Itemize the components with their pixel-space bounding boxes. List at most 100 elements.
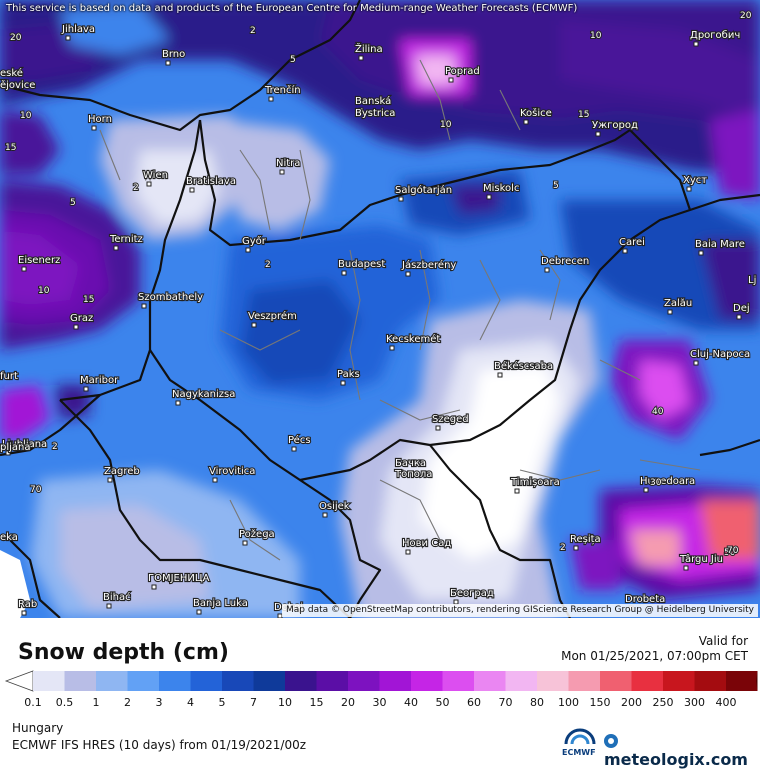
city-marker-icon xyxy=(448,77,454,83)
meteologix-logo[interactable]: meteologix.com xyxy=(604,731,760,769)
contour-value-label: 15 xyxy=(83,295,94,305)
city-label: Zalău xyxy=(664,298,692,309)
city-marker-icon xyxy=(322,512,328,518)
edge-city-label: furt xyxy=(0,371,18,382)
city-bihac: Bihać xyxy=(102,590,132,609)
city-marker-icon xyxy=(514,488,520,494)
map-attribution[interactable]: Map data © OpenStreetMap contributors, r… xyxy=(282,604,758,617)
city-jihlava: Jihlava xyxy=(60,23,96,41)
ecmwf-logo-icon[interactable] xyxy=(562,726,598,756)
scale-tick-label: 50 xyxy=(435,696,450,709)
city-label: Београд xyxy=(450,588,494,599)
city-marker-icon xyxy=(358,55,364,61)
city-nagykanizsa: Nagykanizsa xyxy=(171,388,236,406)
city-marker-icon xyxy=(622,248,628,254)
city-label: Cluj-Napoca xyxy=(690,349,750,360)
city-label: Ternitz xyxy=(109,234,143,245)
scale-tick-label: 30 xyxy=(372,696,387,709)
contour-value-label: 30 xyxy=(650,478,662,488)
city-budapest: Budapest xyxy=(337,258,386,276)
city-marker-icon xyxy=(686,186,692,192)
contour-value-label: 2 xyxy=(250,26,256,36)
city-bratislava: Bratislava xyxy=(185,175,237,193)
contour-value-label: 5 xyxy=(70,198,76,208)
city-label: Brno xyxy=(162,49,185,60)
city-label: Carei xyxy=(619,237,645,248)
city-marker-icon xyxy=(279,169,285,175)
city-kosice: Košice xyxy=(519,106,553,125)
contour-value-label: 10 xyxy=(590,31,602,41)
city-label: Požega xyxy=(239,528,275,540)
city-marker-icon xyxy=(65,35,71,41)
scale-tick-label: 200 xyxy=(621,696,642,709)
city-trencin: Trenčín xyxy=(263,83,302,102)
city-veszprem: Veszprém xyxy=(247,309,298,328)
city-labels: Jihlava Brno Žilina Poprad Дрогобич Trenčín Ba… xyxy=(0,23,757,618)
scale-swatch xyxy=(33,671,65,691)
city-label: Dej xyxy=(733,303,750,314)
city-jaszbereny: Jászberény xyxy=(400,258,458,277)
scale-tick-label: 300 xyxy=(684,696,705,709)
contour-value-label: 40 xyxy=(652,407,664,417)
city-marker-icon xyxy=(83,386,89,392)
city-hunedoara: Hunedoara xyxy=(639,475,696,493)
city-wien: Wien xyxy=(142,169,169,187)
country-borders xyxy=(0,0,760,618)
city-label: Maribor xyxy=(80,375,119,386)
scale-swatch xyxy=(474,671,506,691)
city-label: Veszprém xyxy=(248,310,297,322)
city-label: Timișoara xyxy=(510,477,560,488)
city-label: Nitra xyxy=(276,158,300,169)
model-run-label: ECMWF IFS HRES (10 days) from 01/19/2021… xyxy=(12,738,307,752)
city-ternitz: Ternitz xyxy=(108,233,144,251)
city-pecs: Pécs xyxy=(287,433,312,452)
city-label: Zagreb xyxy=(104,466,140,477)
city-label: Хуст xyxy=(683,175,707,186)
color-scale-bar xyxy=(4,670,758,692)
city-label: Budapest xyxy=(338,259,385,270)
contour-value-label: 2 xyxy=(133,183,139,193)
city-marker-icon xyxy=(21,266,27,272)
city-rab: Rab xyxy=(17,598,38,616)
city-poprad: Poprad xyxy=(444,65,481,83)
contour-value-label: 10 xyxy=(20,111,32,121)
city-carei: Carei xyxy=(618,236,646,254)
city-szombathely: Szombathely xyxy=(137,291,204,309)
city-marker-icon xyxy=(107,477,113,483)
city-label: Ужгород xyxy=(592,120,638,131)
city-marker-icon xyxy=(497,372,503,378)
color-scale-ticks: 0.1 0.5 1 2 3 4 5 7 10 15 20 30 40 50 60 70 80 100 150 200 2… xyxy=(0,696,760,710)
city-marker-icon xyxy=(389,345,395,351)
edge-city-label: eské xyxy=(0,67,23,79)
scale-swatch xyxy=(411,671,443,691)
city-baia-mare: Baia Mare xyxy=(694,238,746,256)
snow-depth-map[interactable]: Jihlava Brno Žilina Poprad Дрогобич Trenčín Ba… xyxy=(0,0,760,618)
contour-value-label: 10 xyxy=(440,120,452,130)
city-eisenerz: Eisenerz xyxy=(17,254,61,272)
scale-tick-label: 7 xyxy=(250,696,257,709)
contour-value-label: 2 xyxy=(52,442,58,452)
city-marker-icon xyxy=(486,194,492,200)
legend-title: Snow depth (cm) xyxy=(18,640,229,665)
city-marker-icon xyxy=(277,613,283,618)
scale-swatch xyxy=(127,671,159,691)
city-marker-icon xyxy=(242,540,248,546)
contour-value-label: 5 xyxy=(553,181,559,191)
contour-value-label: 70 xyxy=(727,546,739,556)
scale-swatch xyxy=(600,671,632,691)
city-marker-icon xyxy=(405,271,411,277)
scale-tick-label: 250 xyxy=(652,696,674,709)
city-marker-icon xyxy=(196,609,202,615)
city-marker-icon xyxy=(175,400,181,406)
scale-swatch xyxy=(96,671,128,691)
contour-value-label: 2 xyxy=(560,543,566,553)
city-label: Kecskemét xyxy=(386,333,440,345)
city-marker-icon xyxy=(358,107,364,113)
city-novi-sad: Нови Сад xyxy=(401,537,452,555)
city-label: Hunedoara xyxy=(640,476,695,487)
city-label: Bratislava xyxy=(186,176,236,187)
city-marker-icon xyxy=(113,245,119,251)
scale-swatch xyxy=(159,671,191,691)
city-marker-icon xyxy=(91,125,97,131)
city-marker-icon xyxy=(643,487,649,493)
